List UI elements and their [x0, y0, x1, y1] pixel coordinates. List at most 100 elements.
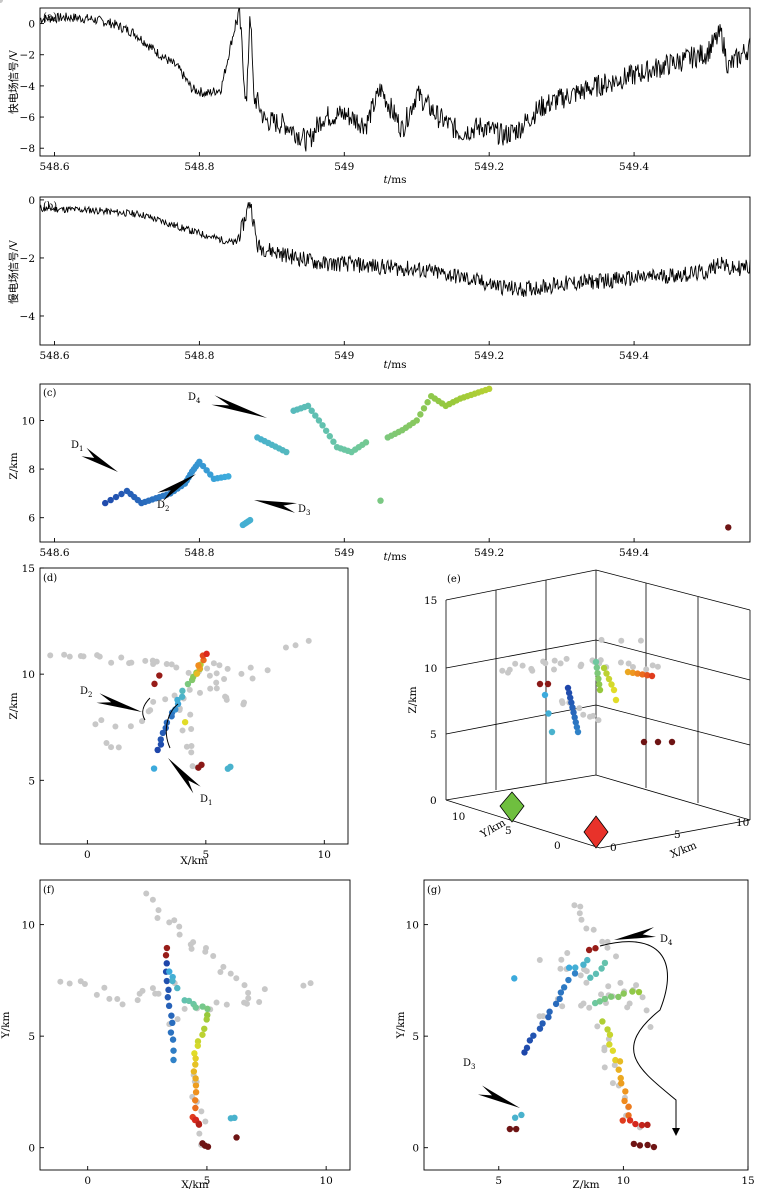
panel-e-xtick-5: 5 — [674, 829, 681, 841]
panel-e-colored-point — [594, 670, 601, 677]
panel-e-colored-point — [571, 714, 578, 721]
panel-f-xlabel: X/km — [181, 1179, 208, 1191]
panel-d-colored-point — [157, 741, 165, 748]
panel-d-background-point — [179, 727, 186, 734]
panel-f-background-point — [174, 1016, 181, 1023]
panel-d-background-point — [240, 701, 247, 708]
panel-e-colored-point — [565, 689, 573, 697]
panel-f-background-point — [256, 998, 263, 1005]
panel-d-background-point — [168, 661, 175, 668]
panel-d-colored-point — [157, 736, 164, 743]
panel-f-background-point — [300, 982, 307, 989]
panel-c-xtick-label: 549.2 — [474, 547, 504, 559]
panel-e-mid-h3 — [595, 704, 751, 746]
panel-e-background-point — [557, 660, 564, 667]
panel-c-point — [485, 385, 493, 393]
panel-e-background-point — [519, 662, 526, 669]
panel-d-background-point — [305, 637, 312, 644]
panel-d-background-point — [207, 685, 214, 692]
panel-g-background-point — [586, 1004, 593, 1011]
panel-g-d4-label: D4 — [660, 934, 673, 947]
panel-label-f: (f) — [43, 885, 55, 896]
panel-c-point — [308, 407, 315, 414]
panel-b-ytick-label: 0 — [28, 195, 35, 207]
panel-g-background-point — [617, 979, 624, 986]
panel-f-background-point — [245, 989, 252, 996]
panel-g-colored-point — [526, 1037, 534, 1044]
panel-g-colored-point — [629, 988, 636, 995]
panel-g-colored-point — [617, 1074, 624, 1082]
panel-b-ylabel: 慢电场信号/V — [7, 240, 20, 304]
panel-g-colored-point — [546, 1008, 553, 1015]
panel-c-point — [102, 499, 109, 507]
panel-d-background-point — [127, 723, 134, 730]
panel-f-background-point — [188, 945, 195, 952]
panel-g-ytick-label: 5 — [412, 1031, 419, 1043]
panel-e-colored-point — [624, 668, 632, 676]
panel-c-xlabel-unit: /ms — [388, 551, 407, 563]
panel-b-xtick-label: 549.2 — [474, 350, 504, 362]
panel-d-frame — [39, 567, 349, 845]
panel-e-colored-point — [568, 699, 575, 706]
panel-d-xtick-label: 10 — [318, 849, 331, 861]
panel-c-point — [283, 448, 290, 456]
panel-e-ztick-15: 15 — [424, 595, 437, 607]
annotations: D1 D2 D3 D4 D2 D1 D3 D4 — [71, 392, 680, 1136]
panel-f-colored-point — [192, 1104, 199, 1112]
panel-d-background-point — [103, 739, 110, 746]
panel-a-xtick-label: 549.2 — [474, 161, 504, 173]
panel-f-colored-point — [165, 1002, 173, 1010]
panel-f-background-point — [81, 981, 88, 988]
panel-c-point — [326, 433, 333, 440]
panel-c-d3-label-sub: 3 — [306, 509, 310, 517]
panel-f-background-point — [155, 990, 162, 997]
panel-g-background-point — [536, 956, 543, 963]
panel-f-background-point — [245, 995, 252, 1002]
panel-f-background-point — [196, 1130, 203, 1137]
panel-d-background-point — [66, 653, 73, 660]
panel-d-ytick-label: 5 — [28, 775, 35, 787]
panel-e-mid-h4 — [595, 639, 751, 681]
panel-f-background-point — [198, 1108, 205, 1115]
panel-d-background-point — [96, 653, 103, 660]
panel-c-point — [112, 493, 120, 501]
panel-d-background-point — [213, 670, 220, 677]
panel-d-background-point — [142, 657, 149, 664]
panel-g-background-point — [598, 991, 605, 998]
panel-f-background-point — [261, 986, 268, 993]
panel-a-waveform — [39, 8, 751, 152]
panel-f-colored-point — [185, 997, 193, 1005]
panel-f-frame — [39, 879, 351, 1171]
panel-d-colored-point — [195, 662, 202, 669]
panel-d-background-point — [189, 763, 196, 770]
panel-g-colored-point — [616, 1058, 624, 1065]
panel-b-ytick-label: −4 — [20, 311, 36, 323]
panel-c-ytick-label: 8 — [28, 464, 35, 476]
panel-d-background-point — [188, 749, 195, 756]
panel-e-background-point — [625, 660, 632, 667]
panel-e-colored-point — [639, 671, 646, 678]
panel-g-background-point — [564, 950, 571, 957]
panel-d-colored-point — [150, 765, 158, 772]
panel-d-colored-point — [156, 672, 163, 679]
panel-f-background-point — [66, 980, 73, 987]
panel-f-colored-point — [162, 952, 170, 959]
panel-a-ylabel: 快电场信号/V — [7, 50, 20, 114]
panel-label-d: (d) — [43, 573, 57, 584]
panel-e-floor-back — [445, 774, 751, 821]
panel-g-background-point — [558, 956, 565, 963]
panel-c-d1-arrow — [81, 447, 118, 472]
panel-a-xtick-label: 548.6 — [39, 161, 69, 173]
panel-d-background-point — [173, 664, 180, 671]
panel-g-background-point — [626, 1000, 633, 1007]
panel-f-background-point — [114, 996, 121, 1003]
panel-g-colored-point — [606, 1041, 613, 1048]
panel-f-colored-point — [169, 1019, 176, 1027]
panel-d-background-point — [80, 653, 87, 660]
panel-g-xtick-label: 5 — [495, 1175, 502, 1187]
panel-d-background-point — [213, 685, 220, 692]
panel-d-background-point — [98, 717, 105, 724]
panel-g-colored-point — [545, 1013, 552, 1021]
panel-g-background-point — [583, 979, 590, 986]
panel-e-background-point — [578, 661, 585, 668]
